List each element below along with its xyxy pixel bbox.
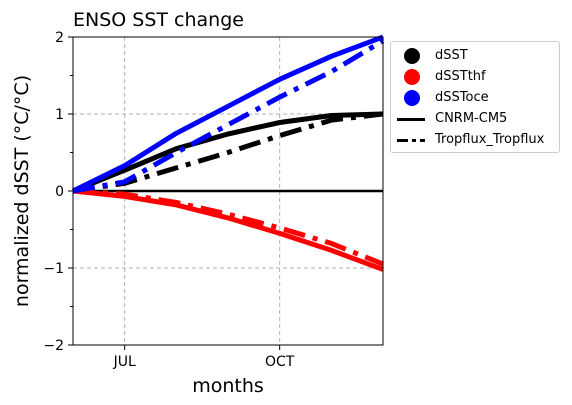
legend: dSST dSSTthf dSSToce CNRM-CM5 Tropflux_Tropf… bbox=[390, 41, 560, 153]
series-line-dSSToce-CNRM-CM5 bbox=[71, 34, 384, 194]
legend-item: Tropflux_Tropflux bbox=[391, 130, 561, 150]
x-tick-label: OCT bbox=[265, 354, 295, 370]
y-tick-label: 0 bbox=[55, 184, 64, 200]
legend-item: dSST bbox=[391, 46, 561, 66]
legend-label: dSSToce bbox=[435, 90, 489, 105]
legend-label: CNRM-CM5 bbox=[435, 111, 508, 126]
series-line-dSST-CNRM-CM5 bbox=[72, 111, 384, 194]
grid bbox=[73, 37, 383, 345]
y-axis-label: normalized dSST (°C/°C) bbox=[11, 75, 33, 307]
legend-label: dSSTthf bbox=[435, 69, 486, 84]
legend-dashdot-line bbox=[397, 139, 425, 142]
legend-solid-line bbox=[397, 118, 425, 121]
series-line-dSSTthf-Tropflux_Tropflux bbox=[72, 188, 384, 267]
series-line-dSST-Tropflux_Tropflux bbox=[72, 111, 384, 194]
y-tick-label: −2 bbox=[43, 338, 64, 354]
legend-marker bbox=[404, 48, 420, 64]
y-tick-label: −1 bbox=[43, 261, 64, 277]
series-line-dSSTthf-CNRM-CM5 bbox=[72, 188, 384, 272]
legend-marker bbox=[404, 90, 420, 106]
legend-label: Tropflux_Tropflux bbox=[435, 132, 545, 147]
legend-label: dSST bbox=[435, 48, 468, 63]
y-tick-label: 1 bbox=[55, 107, 64, 123]
x-axis-label: months bbox=[192, 375, 264, 397]
y-tick-label: 2 bbox=[55, 30, 64, 46]
y-axis: −2 −1 0 1 2 bbox=[43, 30, 73, 354]
legend-item: CNRM-CM5 bbox=[391, 109, 561, 129]
legend-marker bbox=[404, 69, 420, 85]
chart-title: ENSO SST change bbox=[73, 9, 244, 31]
x-axis: JUL OCT bbox=[113, 345, 295, 370]
legend-item: dSSTthf bbox=[391, 67, 561, 87]
series-layer bbox=[71, 34, 385, 272]
x-tick-label: JUL bbox=[113, 354, 136, 370]
series-line-dSSToce-Tropflux_Tropflux bbox=[72, 38, 385, 194]
legend-item: dSSToce bbox=[391, 88, 561, 108]
